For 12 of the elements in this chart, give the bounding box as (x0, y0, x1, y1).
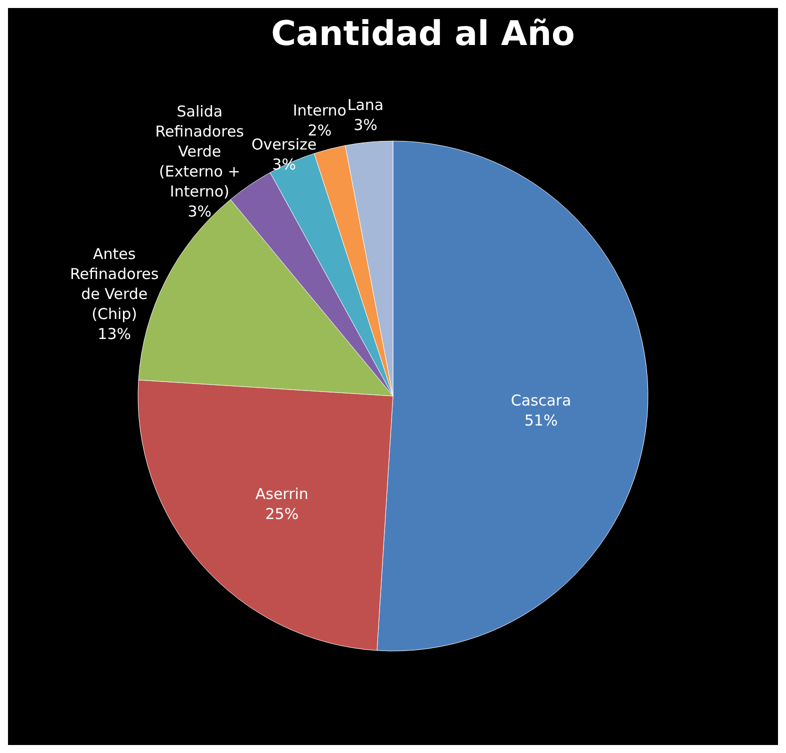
slice-label: Salida Refinadores Verde (Externo + Interno) (155, 102, 244, 200)
data-label: 3% (188, 202, 212, 220)
chart-title: Cantidad al Año (271, 14, 575, 54)
data-label: 13% (98, 325, 132, 344)
data-label: 3% (354, 116, 378, 134)
slice-label: Aserrin (255, 484, 308, 503)
data-label: 51% (524, 412, 558, 430)
data-label: 25% (265, 504, 299, 523)
slice-label: Interno (292, 101, 346, 120)
slice-label: Antes Refinadores de Verde (Chip) (70, 245, 159, 324)
slice-label: Cascara (510, 392, 572, 410)
slice-label: Lana (347, 96, 384, 114)
